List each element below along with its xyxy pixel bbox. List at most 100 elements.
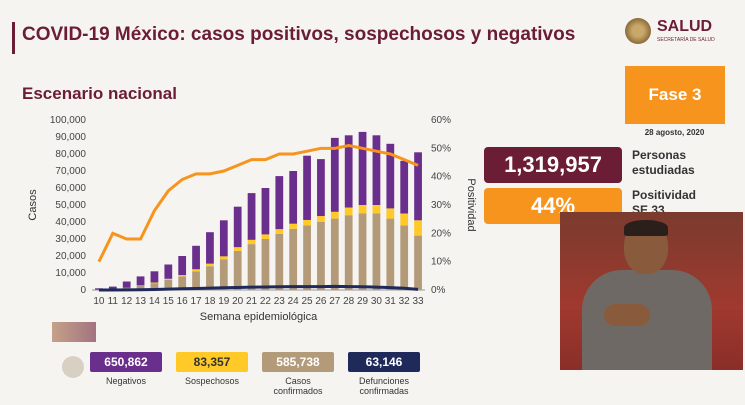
x-tick-label: 10 (93, 296, 105, 307)
x-tick-label: 29 (357, 296, 369, 307)
bar-negativos (206, 232, 214, 264)
chart-subtitle: Escenario nacional (22, 84, 177, 103)
x-tick-label: 22 (260, 296, 272, 307)
x-tick-label: 26 (315, 296, 327, 307)
y2-tick-label: 0% (431, 285, 446, 296)
bar-sospechosos (275, 229, 284, 234)
x-tick-label: 19 (218, 296, 230, 307)
bar-casos-confirmados (317, 222, 325, 290)
x-tick-label: 18 (204, 296, 216, 307)
y-tick-label: 30,000 (55, 234, 86, 245)
positivity-line (97, 143, 419, 263)
x-tick-label: 15 (163, 296, 175, 307)
bar-negativos (219, 220, 228, 257)
bar-sospechosos (219, 256, 228, 260)
x-tick-label: 17 (191, 296, 203, 307)
bar-negativos (303, 155, 311, 220)
legend-label-confirmados: Casos confirmados (262, 376, 334, 396)
legend-value-sospechosos: 83,357 (176, 352, 248, 372)
legend-item-confirmados: 585,738 Casos confirmados (262, 352, 334, 396)
y-tick-label: 80,000 (55, 149, 86, 160)
bar-negativos (414, 152, 422, 221)
sign-language-interpreter (560, 212, 743, 370)
bar-sospechosos (303, 219, 311, 226)
bar-casos-confirmados (386, 218, 395, 290)
bar-negativos (344, 135, 353, 208)
bar-casos-confirmados (164, 279, 173, 290)
bar-sospechosos (164, 278, 173, 280)
bar-sospechosos (330, 211, 339, 219)
y-tick-label: 70,000 (55, 166, 86, 177)
x-tick-label: 33 (413, 296, 425, 307)
y-tick-label: 10,000 (55, 268, 86, 279)
small-seal-icon (62, 356, 84, 378)
x-tick-label: 12 (121, 296, 133, 307)
interpreter-hands (604, 304, 650, 326)
title-accent-bar (12, 22, 15, 54)
bar-sospechosos (206, 263, 214, 267)
legend-value-confirmados: 585,738 (262, 352, 334, 372)
bar-casos-confirmados (289, 228, 298, 290)
x-tick-label: 16 (177, 296, 189, 307)
logo-text: SALUD (657, 18, 713, 35)
covid-bar-chart: 0 10,000 20,000 30,000 40,000 50,000 60,000 70,… (27, 115, 477, 323)
y2-tick-label: 20% (431, 228, 451, 239)
bar-negativos (247, 193, 256, 240)
bar-sospechosos (344, 207, 353, 216)
bar-casos-confirmados (372, 213, 381, 290)
people-studied-label-line2: estudiadas (632, 163, 695, 177)
bar-sospechosos (261, 234, 270, 239)
legend-label-sospechosos: Sospechosos (176, 376, 248, 386)
legend-value-defunciones: 63,146 (348, 352, 420, 372)
bar-negativos (178, 256, 187, 276)
bar-casos-confirmados (178, 276, 187, 290)
people-studied-value: 1,319,957 (484, 147, 622, 183)
positivity-label-line1: Positividad (632, 188, 697, 202)
y2-tick-label: 40% (431, 172, 451, 183)
bar-negativos (275, 176, 284, 230)
bar-negativos (261, 188, 270, 235)
bar-negativos (150, 271, 159, 283)
bar-sospechosos (317, 216, 325, 222)
bar-casos-confirmados (414, 235, 422, 290)
bar-negativos (330, 137, 339, 212)
x-tick-label: 24 (288, 296, 300, 307)
bar-sospechosos (247, 239, 256, 245)
legend-label-confirmados-line2: confirmados (273, 386, 323, 396)
bar-sospechosos (386, 208, 395, 219)
y-axis-title: Casos (27, 189, 39, 221)
bar-casos-confirmados (358, 213, 367, 290)
bar-casos-confirmados (150, 283, 159, 290)
legend-label-negativos-line1: Negativos (105, 376, 147, 386)
bar-sospechosos (414, 220, 422, 236)
legend-label-defunciones-line2: confirmadas (359, 386, 409, 396)
bar-sospechosos (289, 223, 298, 229)
bar-casos-confirmados (206, 266, 214, 290)
y2-tick-label: 60% (431, 115, 451, 126)
bar-negativos (400, 160, 409, 214)
bar-negativos (289, 171, 298, 224)
x-tick-label: 32 (399, 296, 411, 307)
bar-negativos (317, 159, 325, 217)
x-tick-label: 30 (371, 296, 383, 307)
x-tick-label: 11 (108, 296, 119, 307)
bar-sospechosos (178, 275, 187, 277)
bar-casos-confirmados (219, 259, 228, 290)
bar-sospechosos (400, 213, 409, 226)
y-tick-label: 100,000 (50, 115, 87, 126)
y-tick-label: 60,000 (55, 183, 86, 194)
x-tick-label: 21 (246, 296, 258, 307)
legend-item-sospechosos: 83,357 Sospechosos (176, 352, 248, 386)
bar-casos-confirmados (233, 250, 242, 290)
bar-casos-confirmados (247, 244, 256, 290)
x-axis-title: Semana epidemiológica (200, 311, 318, 323)
seal-icon (625, 18, 651, 44)
bar-negativos (358, 131, 367, 205)
people-studied-label: Personas estudiadas (632, 148, 695, 178)
bar-casos-confirmados (136, 285, 145, 290)
y-tick-label: 50,000 (55, 200, 86, 211)
deaths-line (98, 284, 419, 292)
y-tick-label: 0 (80, 285, 86, 296)
bar-casos-confirmados (261, 239, 270, 290)
logo-subtext: SECRETARÍA DE SALUD (657, 37, 715, 43)
